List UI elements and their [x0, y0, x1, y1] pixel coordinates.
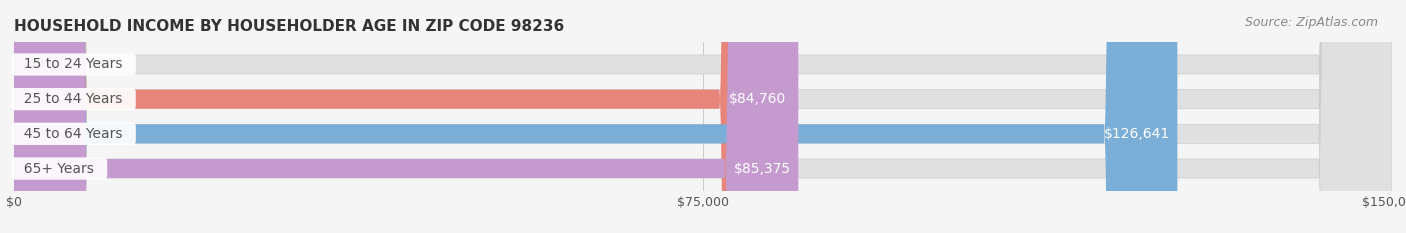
- Text: Source: ZipAtlas.com: Source: ZipAtlas.com: [1244, 16, 1378, 29]
- FancyBboxPatch shape: [14, 0, 793, 233]
- Text: $126,641: $126,641: [1104, 127, 1170, 141]
- Text: $0: $0: [28, 58, 45, 72]
- Text: $84,760: $84,760: [728, 92, 786, 106]
- FancyBboxPatch shape: [14, 0, 1392, 233]
- FancyBboxPatch shape: [14, 0, 1392, 233]
- Text: HOUSEHOLD INCOME BY HOUSEHOLDER AGE IN ZIP CODE 98236: HOUSEHOLD INCOME BY HOUSEHOLDER AGE IN Z…: [14, 19, 564, 34]
- Text: 45 to 64 Years: 45 to 64 Years: [15, 127, 132, 141]
- Text: 65+ Years: 65+ Years: [15, 161, 103, 175]
- Text: 25 to 44 Years: 25 to 44 Years: [15, 92, 132, 106]
- FancyBboxPatch shape: [14, 0, 1392, 233]
- Text: 15 to 24 Years: 15 to 24 Years: [15, 58, 132, 72]
- FancyBboxPatch shape: [14, 0, 799, 233]
- FancyBboxPatch shape: [14, 0, 1177, 233]
- FancyBboxPatch shape: [14, 0, 1392, 233]
- Text: $85,375: $85,375: [734, 161, 792, 175]
